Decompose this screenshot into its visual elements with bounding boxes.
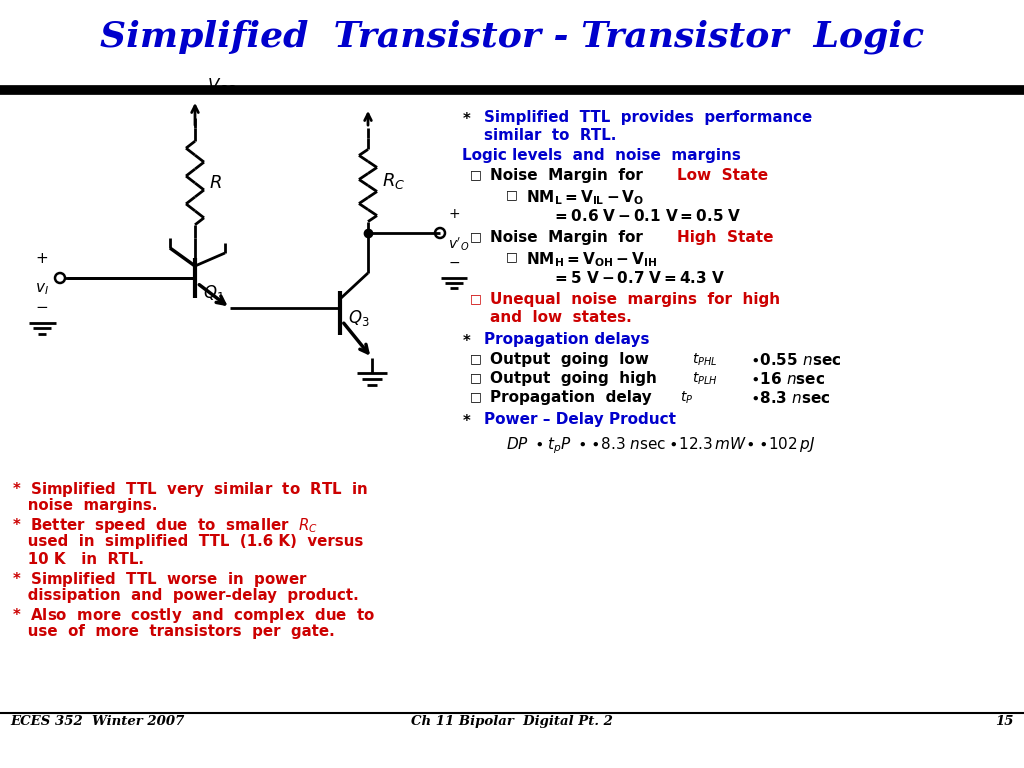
Text: 15: 15 [995,715,1014,728]
Text: $\mathbf{= 0.6\ V - 0.1\ V = 0.5\ V}$: $\mathbf{= 0.6\ V - 0.1\ V = 0.5\ V}$ [552,208,741,224]
Text: Logic levels  and  noise  margins: Logic levels and noise margins [462,148,741,163]
Text: Ch 11 Bipolar  Digital Pt. 2: Ch 11 Bipolar Digital Pt. 2 [411,715,613,728]
Text: $Q_3$: $Q_3$ [348,308,370,328]
Text: $\mathbf{NM_H = V_{OH} - V_{IH}}$: $\mathbf{NM_H = V_{OH} - V_{IH}}$ [526,250,657,269]
Text: ECES 352  Winter 2007: ECES 352 Winter 2007 [10,715,184,728]
Text: $DP\ \bullet t_p P\ \bullet\!\bullet\!8.3\ n\mathrm{sec}\bullet\!12.3\,mW\!\bull: $DP\ \bullet t_p P\ \bullet\!\bullet\!8.… [506,435,815,455]
Text: Output  going  high: Output going high [490,371,656,386]
Text: $\mathbf{*}$: $\mathbf{*}$ [462,332,471,347]
Text: Power – Delay Product: Power – Delay Product [484,412,676,427]
Text: $\bullet$0.55 $n$sec: $\bullet$0.55 $n$sec [750,352,842,368]
Text: $t_{PLH}$: $t_{PLH}$ [692,371,718,387]
Text: $R_C$: $R_C$ [382,171,406,191]
Text: $-$: $-$ [36,298,48,313]
Text: □: □ [506,188,518,201]
Text: similar  to  RTL.: similar to RTL. [484,128,616,143]
Text: Propagation  delay: Propagation delay [490,390,651,405]
Text: □: □ [470,352,481,365]
Text: $Q_1$: $Q_1$ [203,283,224,303]
Text: Low  State: Low State [677,168,768,183]
Text: $\mathbf{*}$: $\mathbf{*}$ [462,412,471,427]
Text: Output  going  low: Output going low [490,352,649,367]
Text: $v_I$: $v_I$ [35,281,49,296]
Text: 10 K   in  RTL.: 10 K in RTL. [12,552,144,567]
Text: $V_{CC}$: $V_{CC}$ [207,76,237,96]
Text: $\mathbf{*}$  Simplified  TTL  very  similar  to  RTL  in: $\mathbf{*}$ Simplified TTL very similar… [12,480,369,499]
Text: Unequal  noise  margins  for  high: Unequal noise margins for high [490,292,780,307]
Text: Simplified  TTL  provides  performance: Simplified TTL provides performance [484,110,812,125]
Text: $v'_O$: $v'_O$ [449,235,469,253]
Text: $\bullet$8.3 $n$sec: $\bullet$8.3 $n$sec [750,390,830,406]
Text: □: □ [506,250,518,263]
Text: $-$: $-$ [449,255,460,269]
Text: +: + [36,251,48,266]
Text: Simplified  Transistor - Transistor  Logic: Simplified Transistor - Transistor Logic [100,20,924,55]
Text: $t_{PHL}$: $t_{PHL}$ [692,352,718,369]
Text: $t_P$: $t_P$ [680,390,693,406]
Text: noise  margins.: noise margins. [12,498,158,513]
Text: use  of  more  transistors  per  gate.: use of more transistors per gate. [12,624,335,639]
Text: $\mathbf{NM_L = V_{IL} - V_O}$: $\mathbf{NM_L = V_{IL} - V_O}$ [526,188,644,207]
Text: □: □ [470,168,481,181]
Text: □: □ [470,230,481,243]
Text: +: + [449,207,460,221]
Text: $\mathbf{*}$  Better  speed  due  to  smaller  $R_C$: $\mathbf{*}$ Better speed due to smaller… [12,516,318,535]
Text: $\mathbf{*}$: $\mathbf{*}$ [462,110,471,125]
Text: □: □ [470,292,481,305]
Text: $\bullet$16 $n$sec: $\bullet$16 $n$sec [750,371,825,387]
Text: used  in  simplified  TTL  (1.6 K)  versus: used in simplified TTL (1.6 K) versus [12,534,364,549]
Text: dissipation  and  power-delay  product.: dissipation and power-delay product. [12,588,358,603]
Text: Noise  Margin  for: Noise Margin for [490,230,648,245]
Text: High  State: High State [677,230,773,245]
Text: Propagation delays: Propagation delays [484,332,649,347]
Text: □: □ [470,390,481,403]
Text: $\mathbf{= 5\ V - 0.7\ V = 4.3\ V}$: $\mathbf{= 5\ V - 0.7\ V = 4.3\ V}$ [552,270,725,286]
Text: $R$: $R$ [209,174,222,192]
Text: Noise  Margin  for: Noise Margin for [490,168,648,183]
Text: and  low  states.: and low states. [490,310,632,325]
Text: □: □ [470,371,481,384]
Text: $\mathbf{*}$  Simplified  TTL  worse  in  power: $\mathbf{*}$ Simplified TTL worse in pow… [12,570,308,589]
Text: $\mathbf{*}$  Also  more  costly  and  complex  due  to: $\mathbf{*}$ Also more costly and comple… [12,606,375,625]
